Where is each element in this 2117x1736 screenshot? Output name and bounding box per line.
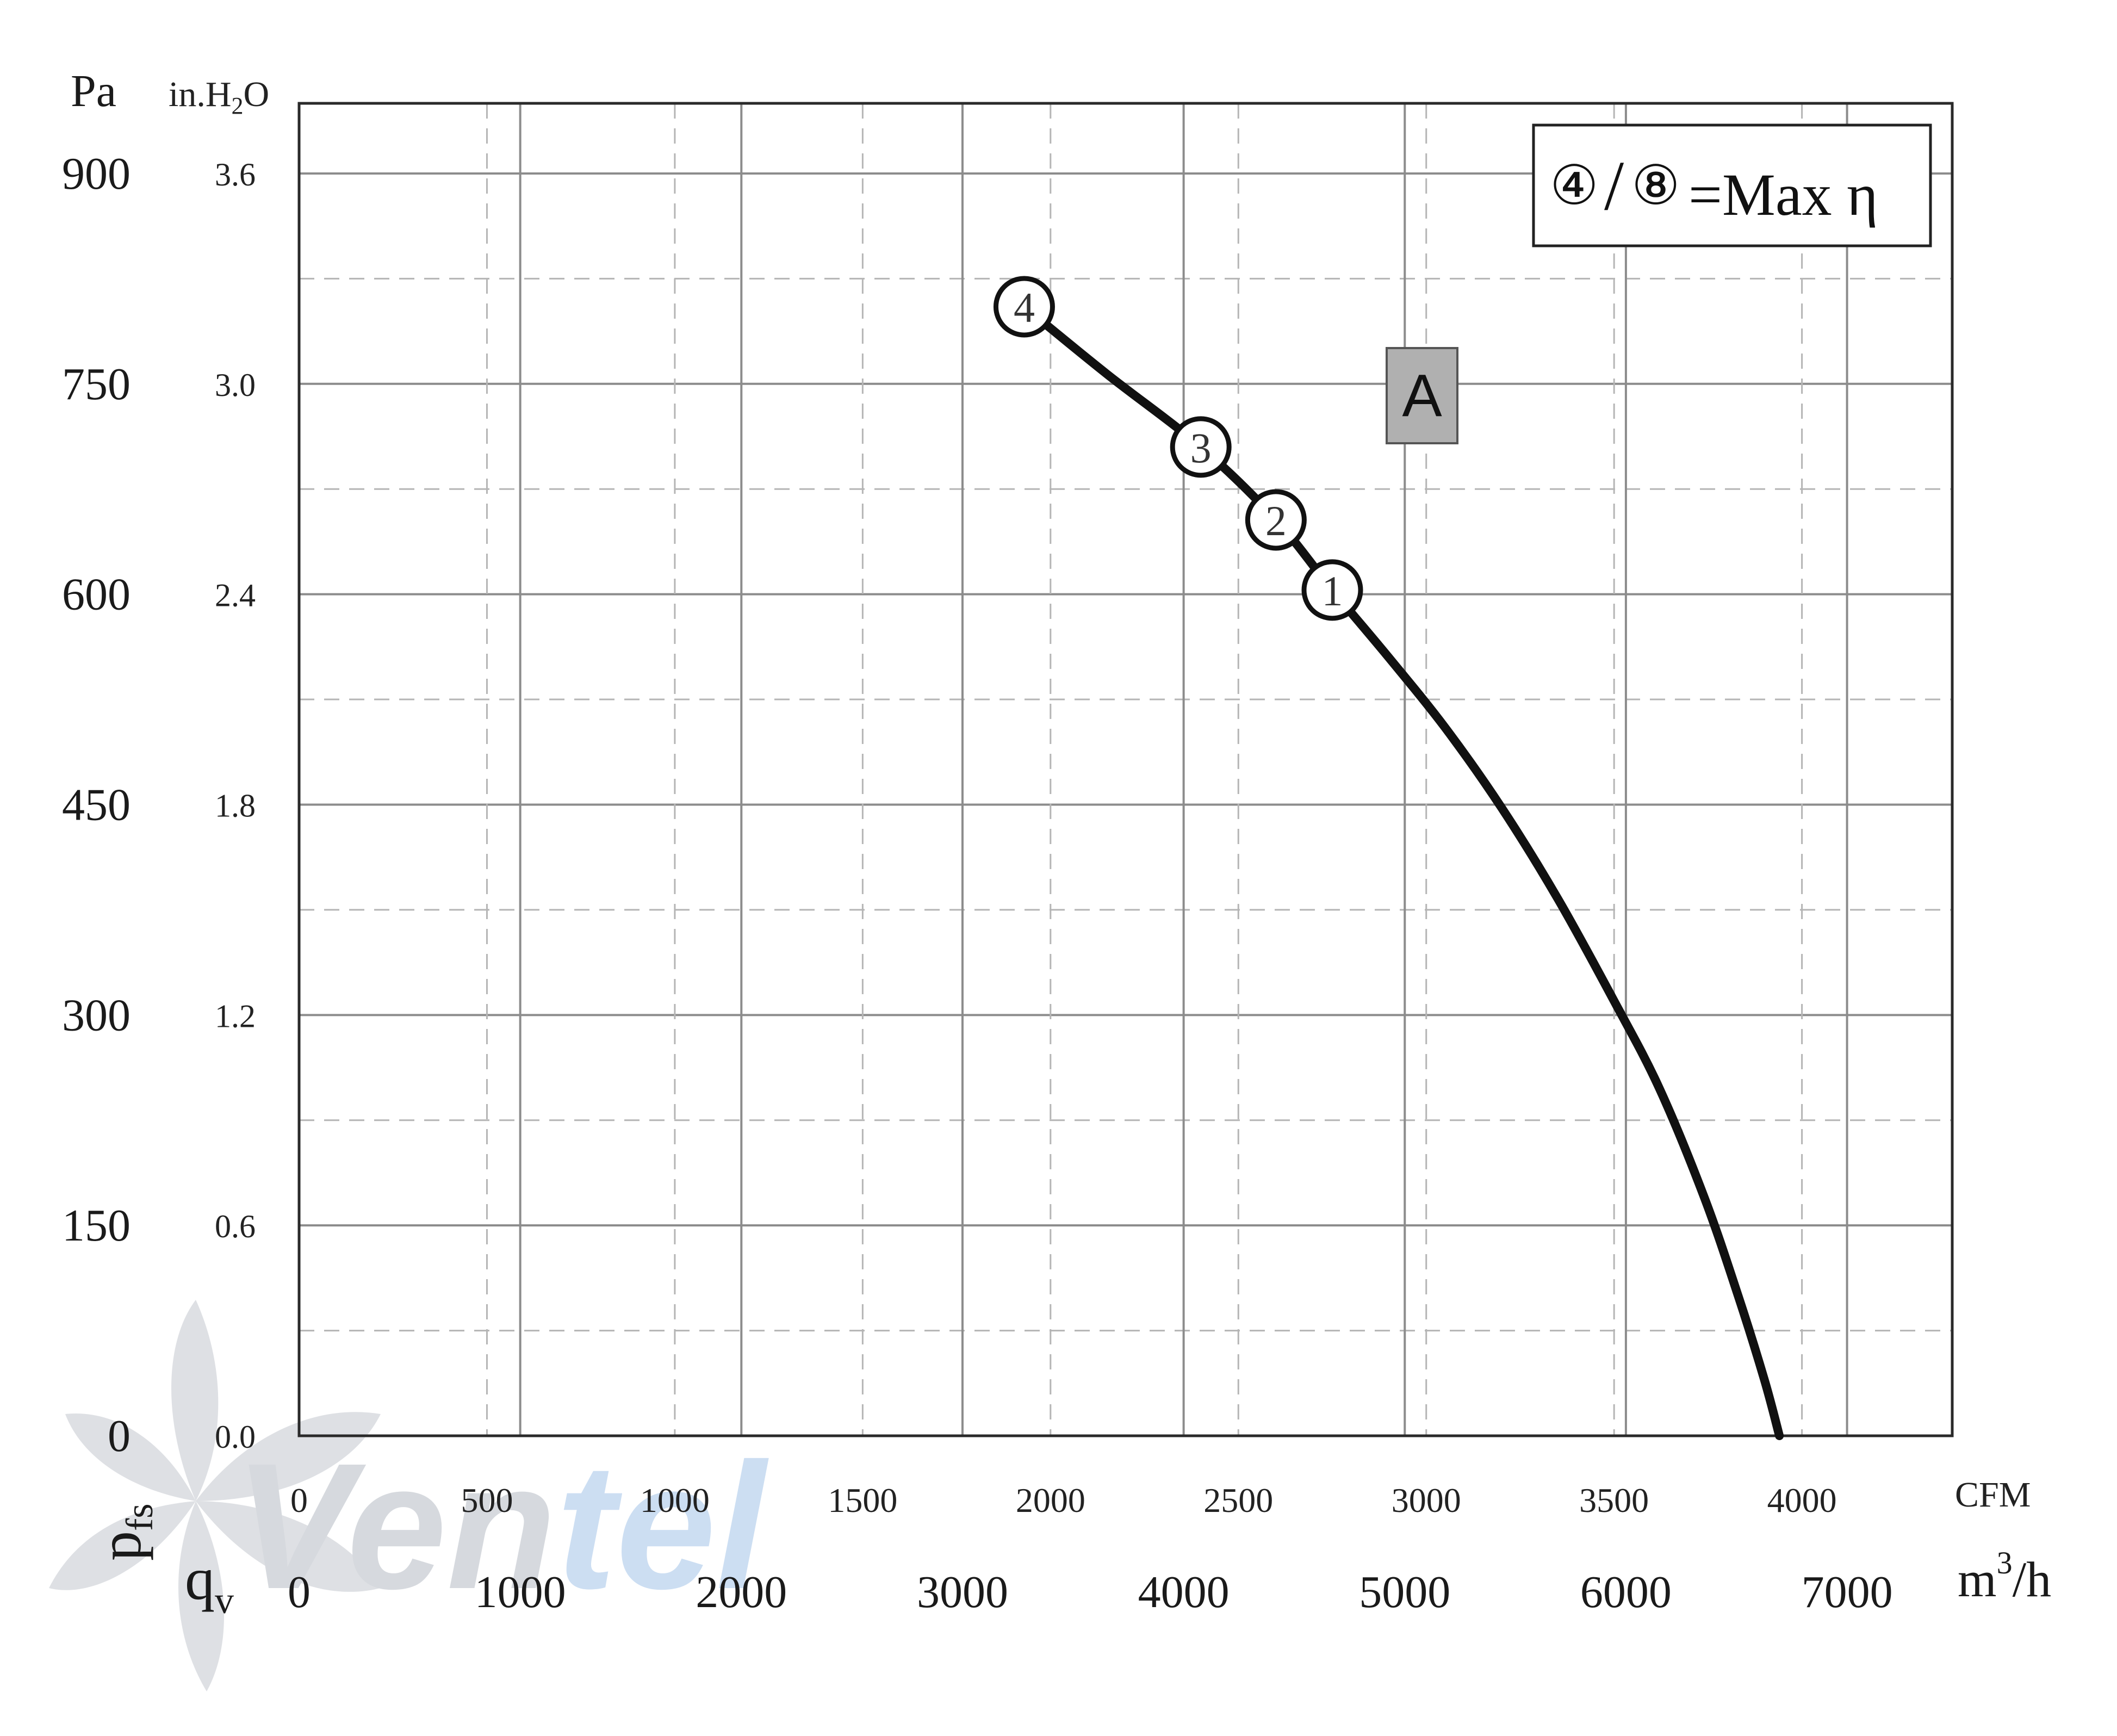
x-axis-cfm-unit: CFM (1955, 1475, 2031, 1515)
y-tick-label-inh2o: 1.8 (215, 788, 256, 823)
operating-point-label: 1 (1322, 567, 1343, 615)
y-tick-label-inh2o: 3.0 (215, 367, 256, 403)
svg-text:Ventel: Ventel (234, 1425, 769, 1626)
y-axis-inh2o-ticks: 0.0 0.6 1.2 1.8 2.4 3.0 3.6 (215, 157, 256, 1455)
y-tick-label-inh2o: 0.0 (215, 1419, 256, 1455)
legend-text: =Max η (1688, 162, 1878, 228)
y-axis-inh2o-unit: in.H2O (169, 75, 269, 119)
x-tick-label-m3h: 1000 (475, 1567, 566, 1617)
x-tick-label-cfm: 500 (461, 1481, 513, 1520)
legend-slash: / (1604, 147, 1624, 225)
y-axis-symbol: pfs (87, 1503, 161, 1561)
y-axis-pa-unit: Pa (71, 66, 116, 116)
x-tick-label-cfm: 4000 (1767, 1481, 1837, 1520)
x-tick-label-cfm: 2500 (1203, 1481, 1273, 1520)
legend-mark-right: ⑧ (1631, 156, 1680, 216)
x-tick-label-cfm: 3000 (1392, 1481, 1461, 1520)
y-tick-label-pa: 600 (62, 569, 131, 620)
y-tick-label-pa: 0 (108, 1411, 131, 1461)
y-tick-label-inh2o: 1.2 (215, 998, 256, 1034)
curve-label: A (1386, 347, 1458, 444)
curve-label-text: A (1402, 362, 1442, 429)
x-axis-m3h-unit: m3/h (1958, 1545, 2051, 1607)
y-axis-pa-ticks: 0 150 300 450 600 750 900 (62, 148, 131, 1461)
curve-a-line (1020, 302, 1784, 1440)
operating-point-label: 4 (1014, 284, 1035, 331)
y-tick-label-pa: 750 (62, 359, 131, 410)
x-tick-label-m3h: 2000 (696, 1567, 787, 1617)
x-tick-label-cfm: 1000 (640, 1481, 710, 1520)
legend-mark-left: ④ (1550, 156, 1599, 216)
y-tick-label-pa: 450 (62, 779, 131, 830)
y-tick-label-inh2o: 2.4 (215, 578, 256, 613)
operating-point-marker (1170, 416, 1232, 478)
operating-point-label: 2 (1265, 497, 1287, 544)
x-tick-label-m3h: 0 (288, 1567, 311, 1617)
x-tick-label-m3h: 4000 (1138, 1567, 1230, 1617)
x-tick-label-m3h: 3000 (917, 1567, 1008, 1617)
x-axis-symbol: qv (185, 1546, 234, 1622)
x-axis-cfm-ticks: 0 500 1000 1500 2000 2500 3000 3500 4000 (290, 1481, 1837, 1520)
x-tick-label-cfm: 3500 (1579, 1481, 1649, 1520)
operating-point-marker (1245, 489, 1307, 551)
grid (299, 103, 1952, 1436)
y-tick-label-pa: 900 (62, 148, 131, 199)
plot-frame (297, 102, 1954, 1437)
watermark-text-blue: tel (556, 1425, 769, 1626)
y-tick-label-pa: 300 (62, 990, 131, 1040)
operating-point-marker (993, 276, 1055, 338)
operating-point-label: 3 (1190, 424, 1212, 472)
x-tick-label-cfm: 2000 (1016, 1481, 1085, 1520)
x-axis-m3h-ticks: 0 1000 2000 3000 4000 5000 6000 7000 (288, 1567, 1893, 1617)
watermark-text-gray: Ven (234, 1425, 556, 1626)
ventel-watermark: Ventel (49, 1300, 769, 1691)
x-tick-label-m3h: 7000 (1802, 1567, 1893, 1617)
y-tick-label-inh2o: 0.6 (215, 1208, 256, 1244)
fan-blade-icon (49, 1300, 381, 1691)
x-tick-label-cfm: 1500 (828, 1481, 897, 1520)
x-tick-label-m3h: 5000 (1359, 1567, 1450, 1617)
y-tick-label-pa: 150 (62, 1200, 131, 1251)
operating-point-marker (1301, 559, 1363, 621)
y-tick-label-inh2o: 3.6 (215, 157, 256, 193)
legend: ④ / ⑧ =Max η (1532, 123, 1932, 247)
operating-points: 4 3 21 (993, 276, 1363, 621)
x-tick-label-cfm: 0 (290, 1481, 308, 1520)
x-tick-label-m3h: 6000 (1580, 1567, 1672, 1617)
